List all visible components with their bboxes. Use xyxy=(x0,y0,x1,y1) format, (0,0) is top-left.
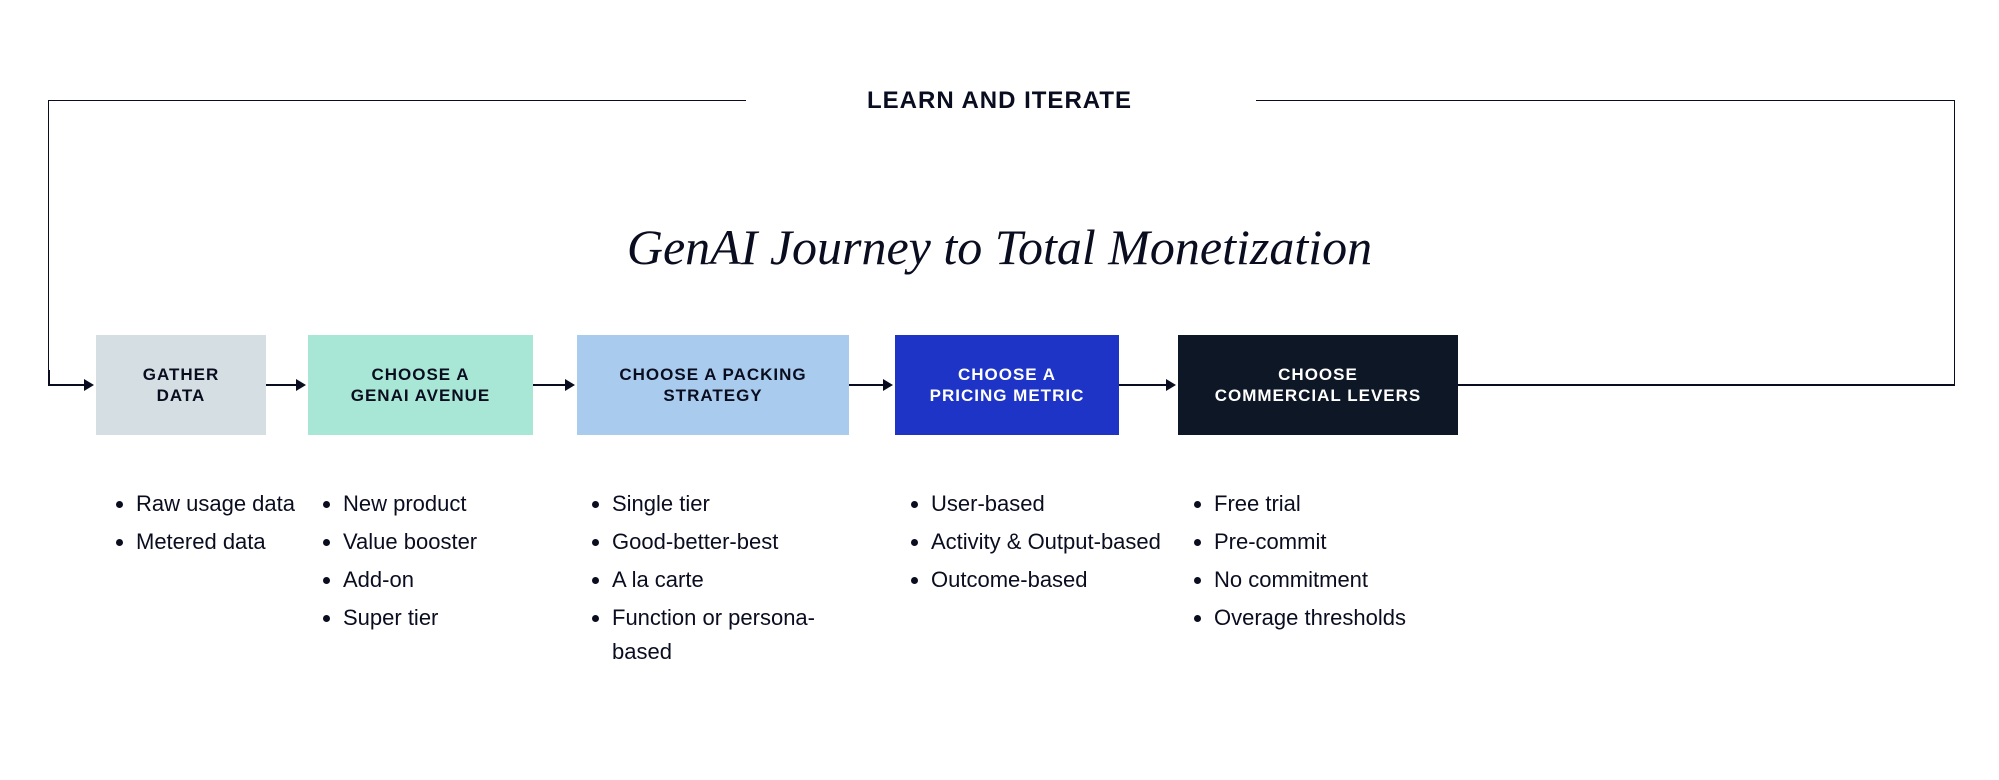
step-label-1: CHOOSE AGENAI AVENUE xyxy=(351,364,491,407)
loop-side-extension-left xyxy=(48,370,50,386)
bullet-item: User-based xyxy=(931,487,1161,521)
bullet-item: Pre-commit xyxy=(1214,525,1406,559)
arrow-line-0 xyxy=(266,384,296,386)
bullet-item: New product xyxy=(343,487,477,521)
step-bullets-3: User-based Activity & Output-based Outcome… xyxy=(903,487,1161,601)
arrow-line-2 xyxy=(849,384,883,386)
bullet-item: Overage thresholds xyxy=(1214,601,1406,635)
bullet-item: Free trial xyxy=(1214,487,1406,521)
step-box-3: CHOOSE APRICING METRIC xyxy=(895,335,1119,435)
main-title: GenAI Journey to Total Monetization xyxy=(0,218,1999,276)
bullet-item: A la carte xyxy=(612,563,844,597)
bullet-item: Super tier xyxy=(343,601,477,635)
arrow-line-1 xyxy=(533,384,565,386)
step-label-3: CHOOSE APRICING METRIC xyxy=(930,364,1085,407)
step-box-4: CHOOSECOMMERCIAL LEVERS xyxy=(1178,335,1458,435)
bullet-item: Outcome-based xyxy=(931,563,1161,597)
arrow-tip-2 xyxy=(883,379,893,391)
loop-entry-line xyxy=(48,384,86,386)
bullet-item: Add-on xyxy=(343,563,477,597)
bullet-item: Activity & Output-based xyxy=(931,525,1161,559)
loop-entry-arrow xyxy=(84,379,94,391)
loop-side-extension-right xyxy=(1954,370,1956,386)
diagram-canvas: LEARN AND ITERATE GenAI Journey to Total … xyxy=(0,0,1999,780)
loop-exit-line xyxy=(1458,384,1955,386)
arrow-tip-1 xyxy=(565,379,575,391)
step-label-4: CHOOSECOMMERCIAL LEVERS xyxy=(1215,364,1422,407)
step-label-0: GATHERDATA xyxy=(143,364,220,407)
bullet-item: Raw usage data xyxy=(136,487,295,521)
bullet-item: No commitment xyxy=(1214,563,1406,597)
step-box-2: CHOOSE A PACKINGSTRATEGY xyxy=(577,335,849,435)
step-bullets-2: Single tier Good-better-best A la carte Fun… xyxy=(584,487,844,673)
bullet-item: Metered data xyxy=(136,525,295,559)
step-box-1: CHOOSE AGENAI AVENUE xyxy=(308,335,533,435)
step-box-0: GATHERDATA xyxy=(96,335,266,435)
arrow-line-3 xyxy=(1119,384,1166,386)
bullet-item: Single tier xyxy=(612,487,844,521)
step-bullets-4: Free trial Pre-commit No commitment Overage… xyxy=(1186,487,1406,639)
step-bullets-1: New product Value booster Add-on Super tier xyxy=(315,487,477,639)
arrow-tip-3 xyxy=(1166,379,1176,391)
step-bullets-0: Raw usage data Metered data xyxy=(108,487,295,563)
arrow-tip-0 xyxy=(296,379,306,391)
loop-label: LEARN AND ITERATE xyxy=(0,87,1999,115)
bullet-item: Good-better-best xyxy=(612,525,844,559)
bullet-item: Function or persona-based xyxy=(612,601,844,669)
bullet-item: Value booster xyxy=(343,525,477,559)
step-label-2: CHOOSE A PACKINGSTRATEGY xyxy=(619,364,806,407)
